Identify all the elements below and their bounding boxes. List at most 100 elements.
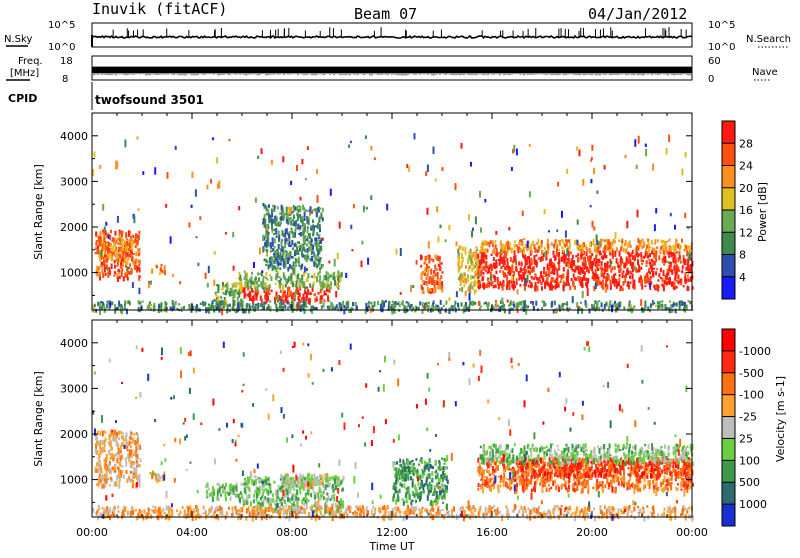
range-gate-cell — [117, 277, 119, 282]
range-gate-cell — [591, 266, 593, 271]
range-gate-cell — [238, 282, 240, 285]
range-gate-cell — [287, 497, 289, 502]
colorbar-swatch — [722, 329, 735, 351]
range-gate-cell — [244, 487, 246, 493]
range-gate-cell — [402, 300, 404, 306]
range-gate-cell — [289, 480, 291, 484]
range-gate-cell — [272, 493, 274, 497]
sparse-echo-cell — [350, 141, 352, 144]
range-gate-cell — [128, 272, 130, 274]
range-gate-cell — [220, 494, 222, 497]
range-gate-cell — [331, 486, 333, 489]
range-gate-cell — [314, 209, 316, 211]
sparse-echo-cell — [233, 266, 235, 271]
range-gate-cell — [336, 282, 338, 288]
range-gate-cell — [637, 270, 639, 273]
range-gate-cell — [556, 278, 558, 280]
range-gate-cell — [293, 488, 295, 490]
range-gate-cell — [538, 257, 540, 260]
range-gate-cell — [564, 244, 566, 247]
range-gate-cell — [115, 265, 117, 267]
range-gate-cell — [676, 280, 678, 283]
range-gate-cell — [611, 276, 613, 279]
range-gate-cell — [400, 470, 402, 476]
range-gate-cell — [297, 250, 299, 255]
range-gate-cell — [118, 431, 120, 436]
range-gate-cell — [300, 233, 302, 237]
range-gate-cell — [135, 245, 137, 249]
sparse-echo-cell — [154, 167, 156, 175]
range-gate-cell — [114, 470, 116, 473]
range-gate-cell — [602, 255, 604, 258]
range-gate-cell — [275, 222, 277, 226]
range-gate-cell — [250, 501, 252, 507]
range-gate-cell — [276, 257, 278, 260]
range-gate-cell — [124, 257, 126, 263]
range-gate-cell — [103, 246, 105, 251]
range-gate-cell — [319, 208, 321, 210]
range-gate-cell — [562, 273, 564, 278]
range-gate-cell — [105, 476, 107, 480]
range-gate-cell — [509, 308, 511, 310]
colorbar-swatch — [722, 460, 735, 482]
range-gate-cell — [309, 506, 311, 509]
range-gate-cell — [470, 277, 472, 279]
range-gate-cell — [266, 489, 268, 494]
range-gate-cell — [189, 306, 191, 311]
range-gate-cell — [667, 269, 669, 273]
range-gate-cell — [276, 217, 278, 219]
range-gate-cell — [272, 237, 274, 243]
range-gate-cell — [112, 439, 114, 442]
range-gate-cell — [687, 286, 689, 290]
sparse-echo-cell — [592, 271, 594, 274]
range-gate-cell — [272, 205, 274, 208]
range-gate-cell — [287, 267, 289, 272]
range-gate-cell — [332, 489, 334, 493]
range-gate-cell — [304, 286, 306, 290]
range-gate-cell — [302, 477, 304, 480]
sparse-echo-cell — [582, 244, 584, 247]
range-gate-cell — [499, 281, 501, 286]
range-gate-cell — [265, 480, 267, 486]
range-gate-cell — [623, 263, 625, 269]
beam-title: Beam 07 — [354, 5, 417, 23]
range-gate-cell — [99, 258, 101, 262]
range-gate-cell — [159, 477, 161, 480]
range-gate-cell — [439, 490, 441, 496]
range-gate-cell — [131, 432, 133, 435]
range-gate-cell — [216, 301, 218, 307]
sparse-echo-cell — [297, 304, 299, 309]
sparse-echo-cell — [408, 166, 410, 172]
range-gate-cell — [212, 300, 214, 304]
range-gate-cell — [255, 277, 257, 281]
range-gate-cell — [592, 261, 594, 266]
range-gate-cell — [288, 287, 290, 290]
range-gate-cell — [676, 286, 678, 289]
range-gate-cell — [104, 443, 106, 448]
range-gate-cell — [291, 240, 293, 245]
range-gate-cell — [571, 278, 573, 281]
range-gate-cell — [297, 224, 299, 229]
range-gate-cell — [337, 270, 339, 274]
range-gate-cell — [296, 490, 298, 495]
range-gate-cell — [246, 305, 248, 311]
range-gate-cell — [311, 256, 313, 262]
sparse-echo-cell — [421, 272, 423, 280]
sparse-echo-cell — [317, 195, 319, 203]
range-gate-cell — [248, 494, 250, 499]
range-gate-cell — [486, 284, 488, 288]
sparse-echo-cell — [406, 164, 408, 168]
range-gate-cell — [640, 280, 642, 282]
range-gate-cell — [445, 487, 447, 492]
range-gate-cell — [431, 480, 433, 483]
range-gate-cell — [333, 272, 335, 276]
range-gate-cell — [552, 277, 554, 282]
range-gate-cell — [669, 301, 671, 303]
sparse-echo-cell — [142, 171, 144, 175]
range-gate-cell — [474, 280, 476, 284]
range-gate-cell — [136, 432, 138, 434]
range-gate-cell — [117, 262, 119, 265]
range-gate-cell — [276, 235, 278, 238]
range-gate-cell — [104, 450, 106, 452]
range-gate-cell — [285, 250, 287, 252]
